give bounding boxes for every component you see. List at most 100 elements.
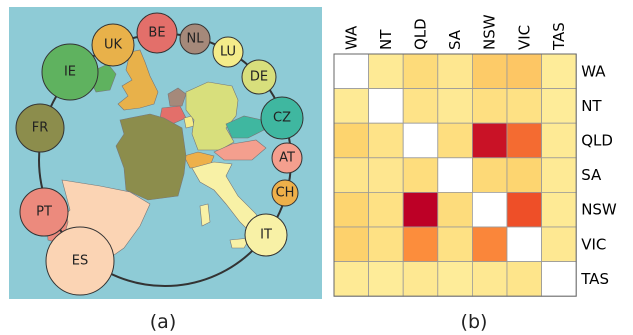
heatmap-cell-sa-sa (437, 157, 473, 193)
heatmap-cell-vic-nt (368, 226, 404, 262)
country-code-lu: LU (220, 45, 236, 60)
heatmap-cell-nsw-tas (541, 191, 577, 228)
country-circle-be[interactable]: BE (136, 12, 178, 54)
heatmap-cell-nt-sa (437, 88, 473, 124)
heatmap-cell-nt-vic (506, 88, 542, 124)
heatmap-cell-sa-nt (368, 157, 404, 193)
column-label-nsw: NSW (481, 14, 499, 50)
heatmap-frame (333, 53, 577, 297)
country-code-fr: FR (32, 121, 49, 136)
heatmap-cell-tas-sa (437, 261, 473, 297)
column-label-wa: WA (342, 25, 360, 50)
country-circle-nl[interactable]: NL (179, 23, 211, 55)
heatmap-cell-tas-nt (368, 261, 404, 297)
country-circle-it[interactable]: IT (244, 213, 288, 257)
heatmap-cell-qld-tas (541, 122, 577, 159)
heatmap-cell-vic-vic (506, 226, 542, 262)
map-panel: UK BE NL LU DE CZ AT CH (9, 7, 322, 299)
country-code-de: DE (250, 70, 268, 85)
heatmap-cell-qld-wa (333, 122, 369, 159)
map-germany (185, 81, 239, 151)
country-code-be: BE (148, 26, 165, 41)
row-label-nsw: NSW (581, 201, 617, 219)
country-circle-ch[interactable]: CH (271, 179, 299, 207)
heatmap-cell-nsw-sa (437, 191, 473, 228)
country-circle-ie[interactable]: IE (41, 43, 99, 101)
column-label-tas: TAS (550, 22, 568, 51)
heatmap-cell-vic-nsw (471, 226, 508, 262)
heatmap-cell-wa-tas (541, 53, 577, 89)
heatmap-cell-nsw-wa (333, 191, 369, 228)
heatmap-cell-wa-sa (437, 53, 473, 89)
heatmap-cell-tas-wa (333, 261, 369, 297)
heatmap-cell-nsw-nsw (471, 191, 508, 228)
country-circle-cz[interactable]: CZ (260, 96, 304, 140)
heatmap-cell-vic-wa (333, 226, 369, 262)
map-czechia (225, 115, 265, 139)
row-label-nt: NT (581, 97, 602, 115)
country-code-pt: PT (36, 205, 52, 220)
country-code-ie: IE (64, 65, 76, 80)
heatmap-cell-tas-qld (402, 261, 439, 297)
heatmap-cell-tas-vic (506, 261, 542, 297)
heatmap-cell-qld-nsw (471, 122, 508, 159)
column-label-qld: QLD (412, 18, 430, 50)
heatmap-panel: WA NT QLD SA NSW VIC TAS WA NT QLD SA NSW VIC TAS (333, 14, 617, 297)
heatmap-cell-sa-vic (506, 157, 542, 193)
heatmap-cell-tas-tas (541, 261, 577, 297)
heatmap-cell-wa-nsw (471, 53, 508, 89)
heatmap-cell-nt-wa (333, 88, 369, 124)
country-circle-pt[interactable]: PT (19, 187, 69, 237)
heatmap-cell-sa-nsw (471, 157, 508, 193)
country-code-it: IT (260, 228, 272, 243)
row-label-vic: VIC (581, 235, 606, 253)
caption-a: (a) (150, 311, 176, 333)
row-label-tas: TAS (580, 270, 609, 288)
caption-b: (b) (461, 311, 488, 333)
heatmap-cell-sa-qld (402, 157, 439, 193)
country-circle-fr[interactable]: FR (15, 103, 65, 153)
heatmap-cell-qld-nt (368, 122, 404, 159)
map-austria (213, 139, 267, 161)
map-sicily (229, 237, 251, 249)
country-code-uk: UK (104, 38, 123, 53)
country-circle-lu[interactable]: LU (212, 36, 244, 68)
heatmap-cell-nsw-vic (506, 191, 542, 228)
country-code-nl: NL (187, 32, 205, 47)
country-circle-uk[interactable]: UK (91, 23, 135, 67)
country-circle-at[interactable]: AT (271, 142, 303, 174)
country-code-at: AT (279, 151, 295, 166)
heatmap-cell-nsw-nt (368, 191, 404, 228)
map-france (115, 113, 187, 201)
heatmap-cell-sa-tas (541, 157, 577, 193)
heatmap-cell-tas-nsw (471, 261, 508, 297)
heatmap-cell-nt-nt (368, 88, 404, 124)
map-sardinia (199, 203, 211, 227)
column-label-sa: SA (446, 29, 464, 50)
heatmap-cell-qld-sa (437, 122, 473, 159)
heatmap-cell-nt-tas (541, 88, 577, 124)
heatmap-cell-vic-qld (402, 226, 439, 262)
heatmap-cell-wa-nt (368, 53, 404, 89)
country-code-ch: CH (276, 186, 295, 201)
column-label-vic: VIC (515, 25, 533, 50)
country-circle-de[interactable]: DE (241, 59, 277, 95)
country-circle-es[interactable]: ES (45, 226, 115, 296)
row-label-qld: QLD (581, 132, 613, 150)
heatmap-cell-qld-qld (402, 122, 439, 159)
country-code-cz: CZ (273, 111, 291, 126)
heatmap-cell-wa-qld (402, 53, 439, 89)
map-netherlands (167, 87, 187, 107)
country-code-es: ES (72, 254, 88, 269)
heatmap-cell-nsw-qld (402, 191, 439, 228)
heatmap-cell-qld-vic (506, 122, 542, 159)
heatmap-cell-wa-wa (333, 53, 369, 89)
heatmap-cell-vic-sa (437, 226, 473, 262)
heatmap-cell-sa-wa (333, 157, 369, 193)
map-uk (117, 49, 159, 111)
heatmap-cell-nt-qld (402, 88, 439, 124)
row-label-sa: SA (581, 166, 602, 184)
heatmap-cell-wa-vic (506, 53, 542, 89)
column-label-nt: NT (377, 29, 395, 50)
